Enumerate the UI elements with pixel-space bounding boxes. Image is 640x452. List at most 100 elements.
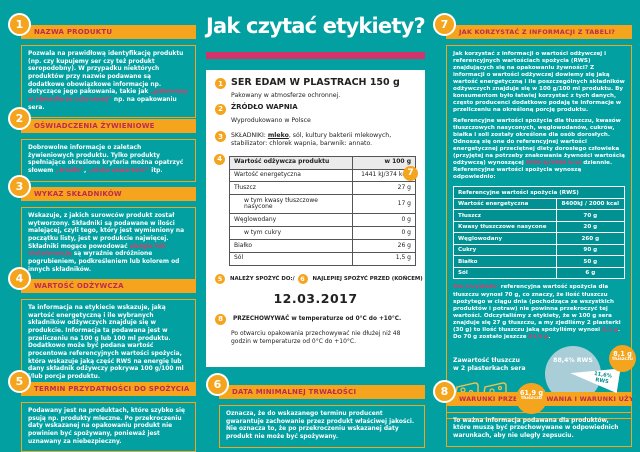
body-text: referencyjna wartość spożycia dla tłuszc… [453,284,621,333]
nutrient-name: Wartość energetyczna [229,168,353,183]
section-body: Jak korzystać z informacji o wartości od… [446,44,636,419]
nutrition-row: Białko 26 g [229,239,417,253]
section-title: WARTOŚĆ ODŻYWCZA [21,279,196,293]
highlight-text: „pakowany w atmosferze ochronnej” [28,89,188,104]
fat-remaining-bubble: 61,9 g tłuszczu [516,382,547,414]
section-number-badge: 3 [8,175,31,198]
highlight-text: alergie lub nietolerancję [28,243,166,258]
label-marker-8: 8 [215,313,226,325]
section-title: TERMIN PRZYDATNOŚCI DO SPOŻYCIA [21,382,196,396]
title-underline-bar [206,52,425,59]
section-number-badge: 8 [433,380,456,403]
rws-value: 70 g [555,209,626,222]
section-data-minimalnej-trwalosci: 6 DATA MINIMALNEJ TRWAŁOŚCI Oznacza, że … [206,373,425,448]
rws-value: 260 g [555,232,626,245]
body-text: , [83,168,89,175]
rws-name: Węglowodany [453,232,557,245]
rws-name: Sól [453,266,557,280]
rws-intro-paragraph: Jak korzystać z informacji o wartości od… [453,51,625,114]
pie-caption: Zawartość tłuszczu w 2 plasterkach sera [453,356,526,372]
label-marker-2: 2 [215,103,226,115]
highlight-text: 8,1 g [601,326,618,333]
rws-table-title: Referencyjne wartości spożycia (RWS) [453,186,625,199]
consume-by-label: NALEŻY SPOŻYĆ DO:/ [230,275,295,282]
body-text: Referencyjne wartości spożycia dla tłusz… [453,117,625,167]
nutrient-value: 17 g [351,194,417,215]
body-text: Wskazuje, z jakich surowców produkt zost… [28,213,185,250]
rws-row: Wartość energetyczna 8400kJ / 2000 kcal [453,197,626,211]
section-body: Podawany jest na produktach, które szybk… [21,402,196,452]
section-title: JAK KORZYSTAĆ Z INFORMACJI Z TABELI? [446,25,632,39]
body-text: To ważna informacja podawana dla produkt… [453,417,619,439]
highlight-text: 61,9 g [528,333,549,340]
rws-name: Kwasy tłuszczowe nasycone [453,220,557,234]
fat-remaining-unit: tłuszczu [521,396,542,402]
nutrition-row: Wartość energetyczna 1441 kJ/374 kcal [229,168,417,183]
section-jak-korzystac-z-tabeli: 7 JAK KORZYSTAĆ Z INFORMACJI Z TABELI? J… [433,13,636,419]
section-number-badge: 6 [206,373,229,396]
expiry-date: 12.03.2017 [273,290,358,306]
rws-row: Sól 6 g [453,266,626,280]
section-termin-przydatnosci: 5 TERMIN PRZYDATNOŚCI DO SPOŻYCIA Podawa… [8,370,196,452]
best-before-label: NAJLEPIEJ SPOŻYĆ PRZED (KOŃCEM) [312,275,423,282]
body-text: dziennie. Referencyjne wartości spożycia… [453,160,613,181]
label-item-ingredients: 3 SKŁADNIKI: mleko, sól, kultury bakteri… [215,131,416,149]
rws-name: Wartość energetyczna [453,197,557,211]
section-nazwa-produktu: 1 NAZWA PRODUKTU Pozwala na prawidłową i… [8,13,196,119]
body-text: Jak korzystać z informacji o wartości od… [453,50,625,113]
section-title: WYKAZ SKŁADNIKÓW [21,187,196,201]
section-title: OŚWIADCZENIA ŻYWIENIOWE [21,119,196,133]
section-title: DATA MINIMALNEJ TRWAŁOŚCI [219,385,425,399]
rws-name: Cukry [453,243,557,257]
section-number-badge: 2 [8,107,31,130]
label-marker-6: 6 [297,273,308,284]
section-body: Dobrowolne informacje o zaletach żywieni… [21,139,196,182]
highlight-text: „niska zawartość” [88,168,150,175]
nutrition-row: w tym kwasy tłuszczowe nasycone 17 g [229,194,417,215]
ingredients-prefix: SKŁADNIKI: [231,132,268,139]
rws-value: 90 g [555,243,626,257]
storage-note: Po otwarciu opakowania przechowywać nie … [231,329,401,345]
body-text: Pozwala na prawidłową identyfikację prod… [28,51,184,96]
fat-eaten-value: 8,1 g [613,349,632,358]
nutrient-value: 27 g [351,181,417,196]
section-oswiadczenia-zywieniowe: 2 OŚWIADCZENIA ŻYWIENIOWE Dobrowolne inf… [8,107,196,182]
rws-example-paragraph: Dla przykładu: referencyjna wartość spoż… [453,284,625,340]
section-wartosc-odzywcza: 4 WARTOŚĆ ODŻYWCZA Ta informacja na etyk… [8,267,196,388]
rws-row: Cukry 90 g [453,243,626,257]
pie-major-label: 88,4% RWS [553,356,593,364]
highlight-text: 8400 kJ/2000 kcal [525,160,582,167]
nutrition-header-row: Wartość odżywcza produktu w 100 g [229,155,417,170]
rws-name: Tłuszcz [453,209,557,222]
storage-instruction: PRZECHOWYWAĆ w temperaturze od 0°C do +1… [233,316,402,323]
highlight-text: „źródło” [55,168,84,175]
storage-row: 8 PRZECHOWYWAĆ w temperaturze od 0°C do … [215,313,416,325]
rws-value: 6 g [555,266,626,280]
nutrition-header-name: Wartość odżywcza produktu [229,155,353,170]
origin-note: Wyprodukowano w Polsce [231,117,311,124]
label-marker-3: 3 [215,131,226,142]
rws-row: Tłuszcz 70 g [453,209,626,222]
nutrition-row: Tłuszcz 27 g [229,181,417,196]
highlight-text: Dla przykładu: [453,284,499,291]
section-number-badge: 1 [8,13,31,36]
nutrient-name: Tłuszcz [229,181,353,196]
section-body: Ta informacja na etykiecie wskazuje, jak… [21,299,196,388]
rws-row: Węglowodany 260 g [453,232,626,245]
ingredients-rest: , sól, kultury bakterii mlekowych, stabi… [231,132,392,148]
body-text: Dobrowolne informacje o zaletach żywieni… [28,145,184,175]
nutrition-table-wrap: 4 7 Wartość odżywcza produktu w 100 g Wa… [214,153,418,266]
body-text: . Do 70 g zostało jeszcze [453,326,620,340]
rws-definition-paragraph: Referencyjne wartości spożycia dla tłusz… [453,118,625,181]
section-title: NAZWA PRODUKTU [21,25,196,39]
section-body: To ważna informacja podawana dla produkt… [446,411,632,447]
packaging-note: Pakowany w atmosferze ochronnej. [231,91,341,99]
nutrient-name: Węglowodany [229,213,353,228]
fat-eaten-unit: tłuszczu [612,357,633,363]
section-body: Wskazuje, z jakich surowców produkt zost… [21,207,196,281]
nutrition-claim: ŹRÓDŁO WAPNIA [231,102,298,111]
nutrient-value: 1,5 g [351,251,417,266]
nutrient-value: 0 g [351,213,417,228]
section-body: Oznacza, że do wskazanego terminu produc… [219,405,425,448]
body-text: itp. [149,168,163,175]
